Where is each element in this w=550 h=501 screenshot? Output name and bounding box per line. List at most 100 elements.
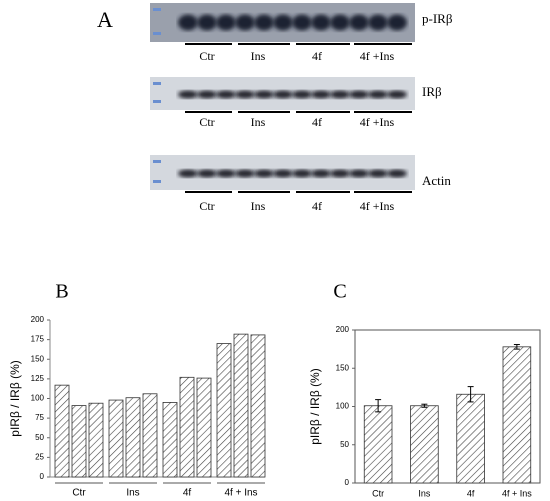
band	[387, 14, 407, 31]
panel-label: C	[333, 281, 346, 303]
blot-group-label: 4f +Ins	[360, 199, 395, 213]
bar	[196, 377, 212, 478]
x-tick-label: Ins	[418, 488, 431, 498]
band	[254, 90, 274, 99]
band	[330, 90, 350, 99]
bar	[125, 397, 141, 478]
band	[273, 169, 293, 178]
y-tick-label: 0	[345, 478, 350, 487]
band	[178, 90, 198, 99]
band	[178, 14, 198, 31]
y-tick-label: 100	[31, 394, 45, 403]
y-tick-label: 200	[336, 325, 350, 334]
blot-group-label: 4f	[312, 49, 322, 63]
blot-group-label: Ins	[251, 199, 266, 213]
band	[216, 90, 236, 99]
bar	[250, 334, 266, 478]
x-tick-label: Ctr	[72, 488, 86, 499]
band	[197, 14, 217, 31]
y-tick-label: 25	[35, 452, 44, 461]
blot-group-label: Ctr	[199, 115, 214, 129]
band	[368, 90, 388, 99]
band	[368, 169, 388, 178]
bar	[54, 384, 70, 478]
ladder	[153, 32, 161, 35]
blot-group-label: Ctr	[199, 49, 214, 63]
band	[197, 90, 217, 99]
band	[368, 14, 388, 31]
x-tick-label: Ins	[126, 488, 139, 499]
blot-name: p-IRβ	[422, 11, 453, 26]
band	[292, 90, 312, 99]
ladder	[153, 82, 161, 85]
y-tick-label: 75	[35, 413, 44, 422]
bar	[71, 405, 87, 478]
band	[216, 14, 236, 31]
panel-label: A	[97, 7, 113, 32]
blot-group-label: Ins	[251, 49, 266, 63]
bar	[363, 405, 393, 484]
band	[292, 14, 312, 31]
blot-group-label: 4f	[312, 115, 322, 129]
y-tick-label: 200	[31, 315, 45, 324]
band	[330, 169, 350, 178]
band	[311, 14, 331, 31]
band	[330, 14, 350, 31]
x-tick-label: 4f + Ins	[224, 488, 257, 499]
band	[349, 14, 369, 31]
bar	[233, 333, 249, 478]
band	[349, 169, 369, 178]
bar	[179, 376, 195, 478]
ladder	[153, 180, 161, 183]
band	[387, 90, 407, 99]
bar	[456, 393, 485, 484]
y-tick-label: 175	[31, 335, 45, 344]
blot-group-label: 4f +Ins	[360, 49, 395, 63]
blot-name: Actin	[422, 173, 451, 188]
band	[254, 14, 274, 31]
panel-label: B	[55, 281, 68, 303]
bar	[142, 393, 158, 478]
x-tick-label: Ctr	[372, 488, 384, 498]
bar	[162, 402, 178, 478]
y-tick-label: 125	[31, 374, 45, 383]
y-tick-label: 150	[31, 354, 45, 363]
band	[273, 90, 293, 99]
y-tick-label: 50	[35, 433, 44, 442]
y-tick-label: 150	[336, 363, 350, 372]
x-tick-label: 4f	[467, 488, 475, 498]
blot-group-label: Ctr	[199, 199, 214, 213]
x-tick-label: 4f + Ins	[502, 488, 532, 498]
bar	[216, 343, 232, 478]
band	[311, 169, 331, 178]
blot-group-label: 4f	[312, 199, 322, 213]
band	[387, 169, 407, 178]
plot-frame	[354, 329, 541, 484]
bar	[502, 346, 532, 484]
band	[349, 90, 369, 99]
y-axis-label: pIRβ / IRβ (%)	[8, 360, 22, 436]
x-tick-label: 4f	[183, 488, 192, 499]
y-tick-label: 50	[340, 440, 349, 449]
band	[235, 14, 255, 31]
bar	[88, 402, 104, 478]
blot-group-label: Ins	[251, 115, 266, 129]
band	[273, 14, 293, 31]
band	[292, 169, 312, 178]
band	[311, 90, 331, 99]
y-tick-label: 100	[336, 402, 350, 411]
ladder	[153, 100, 161, 103]
y-axis-label: pIRβ / IRβ (%)	[308, 368, 322, 444]
bar	[410, 405, 439, 484]
bar	[108, 399, 124, 478]
band	[254, 169, 274, 178]
ladder	[153, 160, 161, 163]
blot-name: IRβ	[422, 84, 442, 99]
band	[197, 169, 217, 178]
band	[235, 90, 255, 99]
ladder	[153, 8, 161, 11]
band	[216, 169, 236, 178]
